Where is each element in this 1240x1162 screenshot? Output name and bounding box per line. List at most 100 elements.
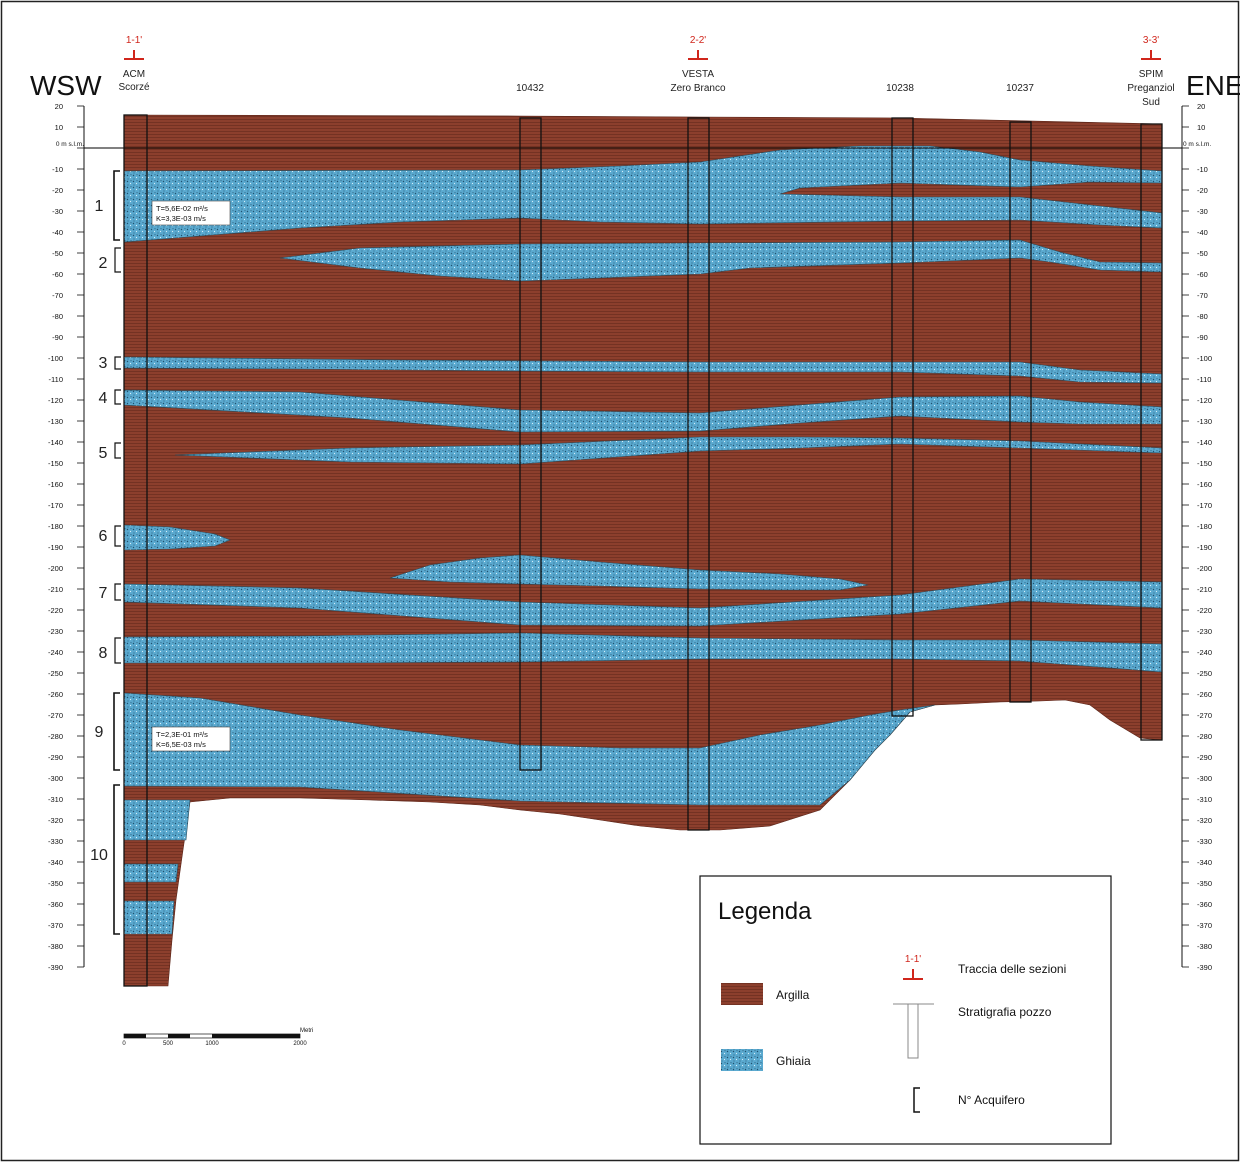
depth-tick-label: -290: [48, 753, 63, 762]
aquifer-1-bracket: [113, 170, 120, 241]
scale-label-1000: 1000: [205, 1041, 219, 1047]
section-marker-2: 2-2': [688, 35, 708, 60]
depth-tick-label: -60: [1197, 270, 1208, 279]
scale-label-2000: 2000: [293, 1041, 307, 1047]
depth-tick-label: -280: [48, 732, 63, 741]
scale-bar-segment: [212, 1034, 300, 1038]
legend-aquifer-label: N° Acquifero: [958, 1093, 1025, 1107]
depth-tick-label: -40: [52, 228, 63, 237]
depth-tick-label: -130: [48, 417, 63, 426]
depth-tick-label: 20: [55, 102, 63, 111]
depth-tick-label: -370: [48, 921, 63, 930]
depth-tick-label: -160: [48, 480, 63, 489]
well-10237-column: [1009, 121, 1032, 703]
legend-section-label: Traccia delle sezioni: [958, 962, 1066, 976]
aquifer-9-parameters: T=2,3E-01 m²/s K=6,5E-03 m/s: [151, 726, 231, 752]
well-label-spim-line2: Preganziol: [1127, 83, 1174, 94]
depth-tick-label: -190: [1197, 543, 1212, 552]
depth-tick-label: -220: [1197, 606, 1212, 615]
depth-tick-label: -120: [1197, 396, 1212, 405]
well-10432-column: [519, 117, 542, 771]
section-code-3: 3-3': [1143, 35, 1159, 46]
depth-tick-label: -310: [1197, 795, 1212, 804]
scale-unit: Metri: [300, 1028, 313, 1034]
aquifer-5-number: 5: [99, 445, 108, 462]
depth-tick-label: -230: [48, 627, 63, 636]
depth-tick-label: -340: [1197, 858, 1212, 867]
aquifer-5-bracket: [114, 442, 121, 459]
depth-tick-label: -350: [48, 879, 63, 888]
depth-tick-label: 20: [1197, 102, 1205, 111]
depth-tick-label: -180: [1197, 522, 1212, 531]
aquifer-4-bracket: [114, 389, 121, 405]
aquifer-9-lens: [123, 692, 936, 806]
aquifer-1-lens: [123, 145, 1163, 243]
depth-tick-label: -320: [1197, 816, 1212, 825]
depth-tick-label: -360: [1197, 900, 1212, 909]
legend-gravel-swatch: [721, 1049, 763, 1071]
depth-tick-label: 0 m s.l.m.: [56, 141, 84, 148]
aquifer-2-number: 2: [99, 255, 108, 272]
depth-tick-label: -60: [52, 270, 63, 279]
well-spim-column: [1140, 123, 1163, 741]
depth-tick-label: -190: [48, 543, 63, 552]
depth-tick-label: -70: [1197, 291, 1208, 300]
aquifer-7-number: 7: [99, 585, 108, 602]
depth-tick-label: -260: [1197, 690, 1212, 699]
legend-well-label: Stratigrafia pozzo: [958, 1005, 1052, 1019]
depth-tick-label: -90: [1197, 333, 1208, 342]
depth-tick-label: -50: [52, 249, 63, 258]
depth-tick-label: 10: [55, 123, 63, 132]
aquifer-10-bracket: [113, 784, 120, 935]
well-label-10238: 10238: [886, 83, 914, 94]
depth-tick-label: -380: [48, 942, 63, 951]
depth-tick-label: -160: [1197, 480, 1212, 489]
well-acm-scorze-column: [123, 114, 148, 987]
legend: Legenda Argilla Ghiaia 1-1' Traccia dell…: [699, 875, 1112, 1145]
depth-axis-right: 20 10 0 m s.l.m. -10 -20 -30 -40 -50 -60 -70 -80 -9…: [1181, 102, 1212, 972]
well-label-10237: 10237: [1006, 83, 1034, 94]
depth-tick-label: -170: [1197, 501, 1212, 510]
depth-tick-label: -240: [1197, 648, 1212, 657]
scale-label-0: 0: [122, 1041, 126, 1047]
depth-tick-label: -230: [1197, 627, 1212, 636]
depth-tick-label: -380: [1197, 942, 1212, 951]
direction-east-label: ENE: [1186, 70, 1240, 101]
section-code-2: 2-2': [690, 35, 706, 46]
aquifer-1-number: 1: [95, 198, 104, 215]
aquifer-3-lens: [123, 356, 1163, 384]
depth-tick-label: -290: [1197, 753, 1212, 762]
depth-tick-label: -130: [1197, 417, 1212, 426]
section-marker-3: 3-3': [1141, 35, 1161, 60]
depth-tick-label: -170: [48, 501, 63, 510]
depth-tick-label: -360: [48, 900, 63, 909]
depth-tick-label: -150: [1197, 459, 1212, 468]
depth-tick-label: -240: [48, 648, 63, 657]
depth-tick-label: -90: [52, 333, 63, 342]
aquifer-10-lens-b: [123, 863, 179, 883]
direction-west-label: WSW: [30, 70, 102, 101]
well-label-vesta-line2: Zero Branco: [670, 83, 725, 94]
aquifer-6-number: 6: [99, 528, 108, 545]
depth-tick-label: -270: [1197, 711, 1212, 720]
depth-tick-label: -250: [1197, 669, 1212, 678]
aquifer-2-bracket: [114, 247, 121, 273]
well-label-vesta-line1: VESTA: [682, 69, 714, 80]
well-labels: ACM Scorzé 10432 VESTA Zero Branco 10238…: [118, 69, 1174, 108]
depth-tick-label: -300: [48, 774, 63, 783]
aquifer-7-bracket: [114, 583, 121, 601]
depth-tick-label: -20: [52, 186, 63, 195]
depth-tick-label: -30: [52, 207, 63, 216]
depth-tick-label: -330: [48, 837, 63, 846]
aquifer-9-bracket: [113, 692, 120, 771]
parameter-box: [151, 726, 231, 752]
depth-tick-label: -70: [52, 291, 63, 300]
depth-tick-label: -180: [48, 522, 63, 531]
depth-tick-label: -330: [1197, 837, 1212, 846]
legend-clay-swatch: [721, 983, 763, 1005]
depth-tick-label: -50: [1197, 249, 1208, 258]
aquifer-6-bracket: [114, 525, 121, 547]
depth-tick-label: -150: [48, 459, 63, 468]
